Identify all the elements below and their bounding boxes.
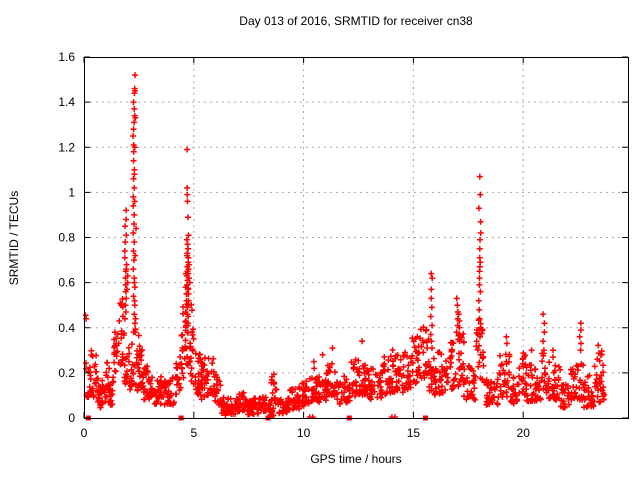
x-axis-label: GPS time / hours <box>310 452 402 466</box>
y-tick-label: 0.6 <box>58 276 75 290</box>
y-tick-label: 0 <box>68 411 75 425</box>
x-tick-label: 20 <box>517 426 531 440</box>
y-tick-label: 0.8 <box>58 231 75 245</box>
y-tick-label: 1.4 <box>58 95 75 109</box>
y-tick-label: 0.2 <box>58 366 75 380</box>
y-tick-label: 1 <box>68 185 75 199</box>
y-tick-label: 0.4 <box>58 321 75 335</box>
y-tick-label: 1.2 <box>58 140 75 154</box>
x-tick-label: 10 <box>297 426 311 440</box>
y-tick-label: 1.6 <box>58 50 75 64</box>
plot-border <box>84 57 629 419</box>
chart-title: Day 013 of 2016, SRMTID for receiver cn3… <box>239 14 473 28</box>
x-tick-label: 0 <box>81 426 88 440</box>
scatter-points <box>83 72 608 419</box>
x-tick-label: 5 <box>190 426 197 440</box>
x-tick-label: 15 <box>407 426 421 440</box>
gridlines <box>84 57 628 418</box>
